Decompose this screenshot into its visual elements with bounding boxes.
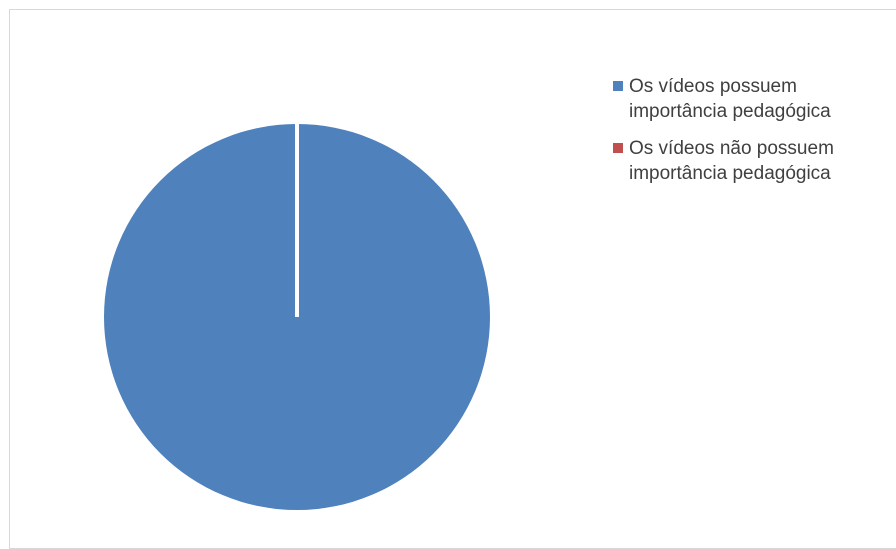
legend-swatch-possuem (613, 81, 623, 91)
legend-item-nao-possuem: Os vídeos não possuem importância pedagó… (613, 136, 896, 186)
chart-legend: Os vídeos possuem importância pedagógica… (613, 74, 896, 198)
legend-label-nao-possuem: Os vídeos não possuem importância pedagó… (629, 138, 834, 184)
legend-item-possuem: Os vídeos possuem importância pedagógica (613, 74, 896, 124)
legend-label-possuem: Os vídeos possuem importância pedagógica (629, 76, 831, 122)
pie-chart (104, 124, 490, 510)
legend-swatch-nao-possuem (613, 143, 623, 153)
